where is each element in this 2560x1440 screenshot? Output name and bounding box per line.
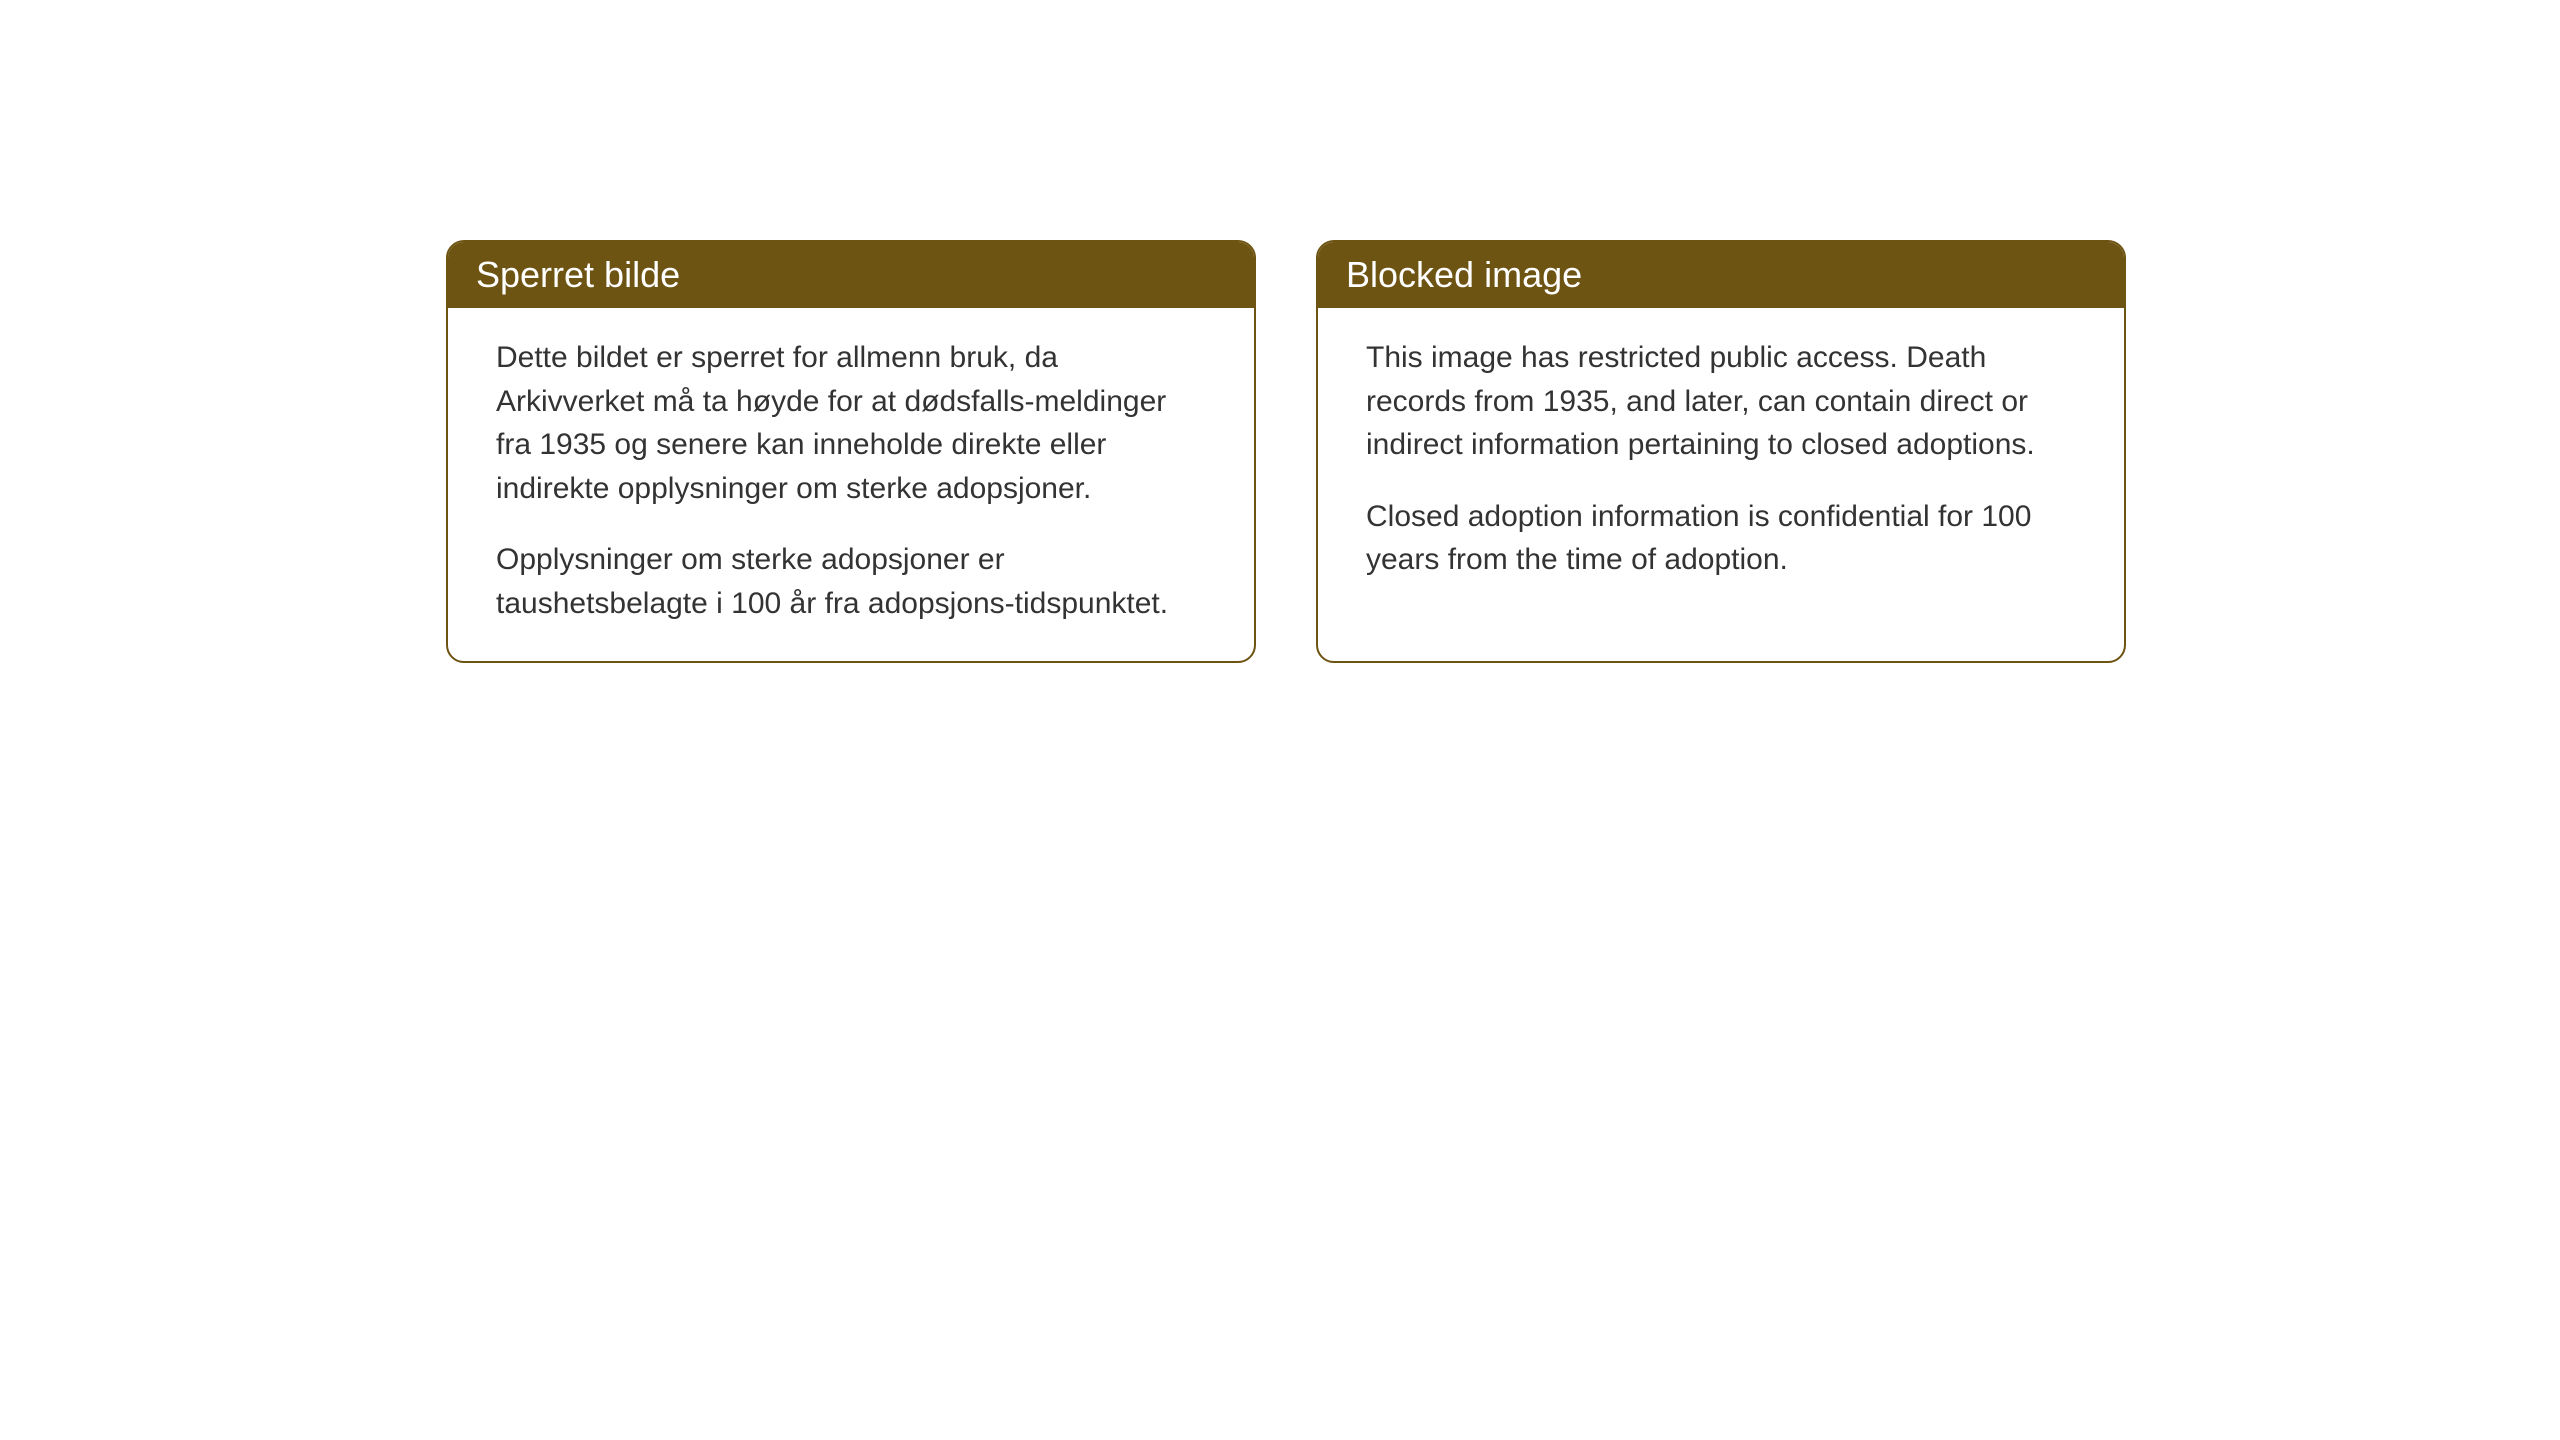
notice-header-norwegian: Sperret bilde — [448, 242, 1254, 308]
notice-text-nor-1: Dette bildet er sperret for allmenn bruk… — [496, 336, 1206, 510]
notice-text-eng-1: This image has restricted public access.… — [1366, 336, 2076, 467]
notice-header-english: Blocked image — [1318, 242, 2124, 308]
notice-box-english: Blocked image This image has restricted … — [1316, 240, 2126, 663]
notice-body-english: This image has restricted public access.… — [1318, 308, 2124, 618]
notice-box-norwegian: Sperret bilde Dette bildet er sperret fo… — [446, 240, 1256, 663]
notice-text-eng-2: Closed adoption information is confident… — [1366, 495, 2076, 582]
notice-container: Sperret bilde Dette bildet er sperret fo… — [446, 240, 2126, 663]
notice-body-norwegian: Dette bildet er sperret for allmenn bruk… — [448, 308, 1254, 661]
notice-text-nor-2: Opplysninger om sterke adopsjoner er tau… — [496, 538, 1206, 625]
